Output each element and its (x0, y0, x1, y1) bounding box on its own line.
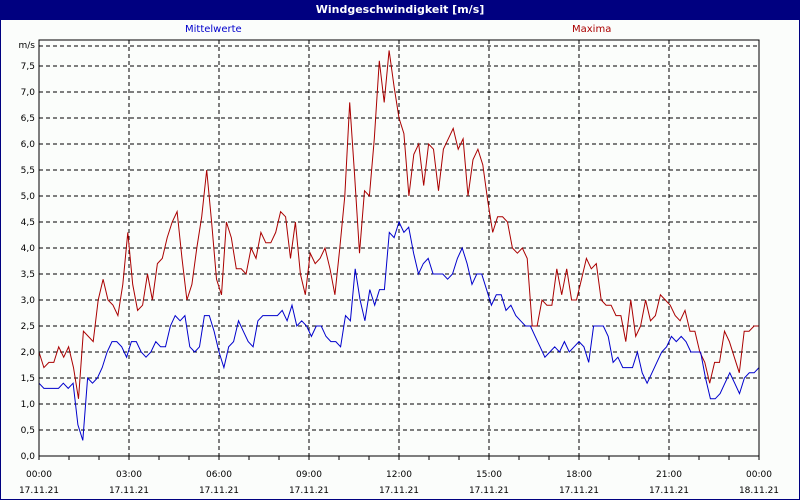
y-axis-unit: m/s (19, 41, 36, 51)
x-tick-time: 21:00 (656, 470, 682, 480)
x-tick-time: 00:00 (746, 470, 772, 480)
x-axis: 00:00 17.11.21 03:00 17.11.21 06:00 17.11.21 0… (19, 456, 779, 496)
x-tick-time: 15:00 (476, 470, 502, 480)
y-tick-label: 3,5 (21, 270, 35, 280)
y-tick-label: 0,0 (21, 452, 36, 462)
y-tick-label: 1,0 (21, 400, 36, 410)
x-tick-time: 06:00 (206, 470, 232, 480)
x-tick-date: 17.11.21 (19, 486, 59, 496)
x-tick-date: 18.11.21 (739, 486, 779, 496)
legend-mean: Mittelwerte (185, 24, 242, 35)
x-tick-date: 17.11.21 (559, 486, 599, 496)
y-tick-label: 0,5 (21, 426, 35, 436)
series-mittelwerte-line (38, 220, 760, 441)
plot-border (38, 39, 760, 457)
y-tick-label: 1,5 (21, 374, 35, 384)
y-tick-label: 5,5 (21, 166, 35, 176)
x-tick-date: 17.11.21 (649, 486, 689, 496)
x-tick-date: 17.11.21 (469, 486, 509, 496)
x-tick-time: 12:00 (386, 470, 412, 480)
x-tick-date: 17.11.21 (379, 486, 419, 496)
grid-lines (39, 40, 759, 457)
y-tick-label: 6,0 (21, 140, 36, 150)
x-tick-date: 17.11.21 (109, 486, 149, 496)
x-tick-time: 09:00 (296, 470, 322, 480)
y-axis: 0,0 0,5 1,0 1,5 2,0 2,5 3,0 3,5 4,0 4,5 5,0 5,5 6,0 6… (19, 41, 36, 462)
y-tick-label: 7,5 (21, 62, 35, 72)
x-tick-date: 17.11.21 (199, 486, 239, 496)
y-tick-label: 5,0 (21, 192, 36, 202)
legend-max: Maxima (572, 24, 612, 35)
y-tick-label: 7,0 (21, 88, 36, 98)
y-tick-label: 2,5 (21, 322, 35, 332)
x-tick-date: 17.11.21 (289, 486, 329, 496)
y-tick-label: 3,0 (21, 296, 36, 306)
chart-title: Windgeschwindigkeit [m/s] (0, 0, 800, 20)
x-tick-time: 00:00 (26, 470, 52, 480)
y-tick-label: 4,0 (21, 244, 36, 254)
x-tick-time: 18:00 (566, 470, 592, 480)
y-tick-label: 6,5 (21, 114, 35, 124)
series-maxima-line (38, 50, 759, 399)
y-tick-label: 4,5 (21, 218, 35, 228)
x-tick-time: 03:00 (116, 470, 142, 480)
y-tick-label: 2,0 (21, 348, 36, 358)
